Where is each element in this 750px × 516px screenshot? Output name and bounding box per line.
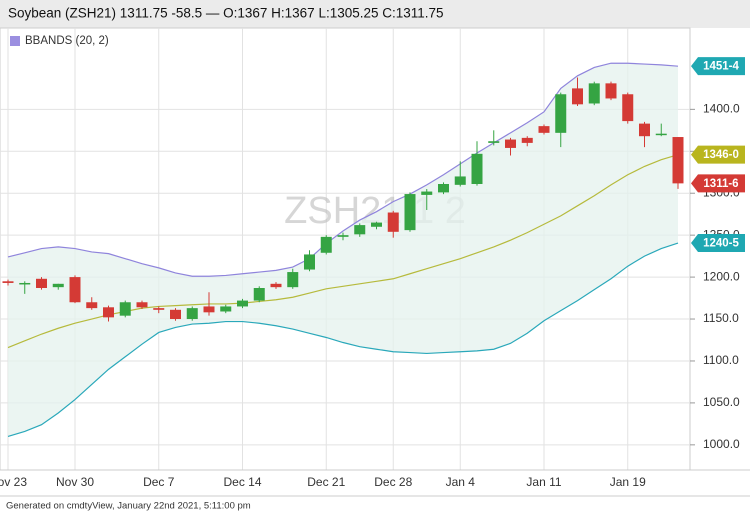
candle-body [605,83,617,99]
candle-body [387,212,399,232]
candle-body [521,137,533,143]
price-tag-label: 1311-6 [703,178,738,190]
legend-label: BBANDS (20, 2) [25,35,109,47]
footer: Generated on cmdtyView, January 22nd 202… [6,501,251,512]
band-line [7,242,679,438]
price-tag-label: 1346-0 [703,149,739,161]
chart-title: Soybean (ZSH21) 1311.75 -58.5 — O:1367 H… [8,6,444,21]
price-tag-label: 1240-5 [703,238,739,250]
candle-body [36,278,47,288]
candle-body [304,254,315,270]
candle-body [170,309,181,320]
candle-body [471,153,483,184]
x-tick-label: Dec 7 [143,475,175,489]
candle-body [103,307,114,318]
candle-body [19,282,31,285]
candle-body [555,94,567,133]
candle-body [438,184,449,193]
y-tick-label: 1100.0 [703,353,739,367]
price-tag-label: 1451-4 [703,61,739,73]
candle-body [672,137,684,184]
candle-body [270,283,282,288]
x-tick-label: Jan 19 [610,475,646,489]
candle-body [86,302,98,309]
candle-body [153,308,165,310]
candle-body [572,88,583,105]
candle-body [203,306,215,313]
y-tick-label: 1200.0 [703,269,740,283]
band-line [7,62,679,277]
candle-body [454,176,466,185]
price-tag [691,234,745,253]
candle-body [237,300,248,307]
candle-body [337,235,349,237]
x-tick-label: Jan 4 [446,475,476,489]
candle-body [421,191,433,195]
price-tag [691,145,745,164]
candle-body [404,194,416,231]
band-line [7,154,679,349]
candle-body [320,236,332,253]
candle-body [588,83,600,104]
x-tick-label: Dec 28 [374,475,412,489]
x-tick-label: Dec 14 [223,475,261,489]
candle-body [622,94,634,122]
candle-body [2,281,14,283]
candle-body [538,126,550,133]
candle-body [371,222,382,227]
y-tick-label: 1400.0 [703,102,740,116]
header-bar [0,0,750,28]
candle-body [220,306,232,312]
candle-body [136,302,148,308]
candle-body [655,133,667,136]
candle-body [505,139,516,148]
candle-body [186,308,198,320]
x-tick-label: Jan 11 [526,475,561,489]
y-tick-label: 1000.0 [703,437,740,451]
x-tick-label: Nov 30 [56,475,94,489]
plot [2,62,684,438]
candle-body [639,123,650,137]
candle-body [287,272,299,288]
candle-body [119,302,131,316]
y-tick-label: 1050.0 [703,395,740,409]
legend-swatch [10,36,20,46]
candle-body [488,141,500,143]
candle-body [52,283,64,288]
candle-body [354,225,366,235]
x-tick-label: Dec 21 [307,475,345,489]
x-tick-label: Nov 23 [0,475,27,489]
y-tick-label: 1150.0 [703,311,739,325]
price-tag [691,57,745,76]
price-tag [691,174,745,193]
candle-body [253,288,265,301]
candle-body [69,277,81,303]
